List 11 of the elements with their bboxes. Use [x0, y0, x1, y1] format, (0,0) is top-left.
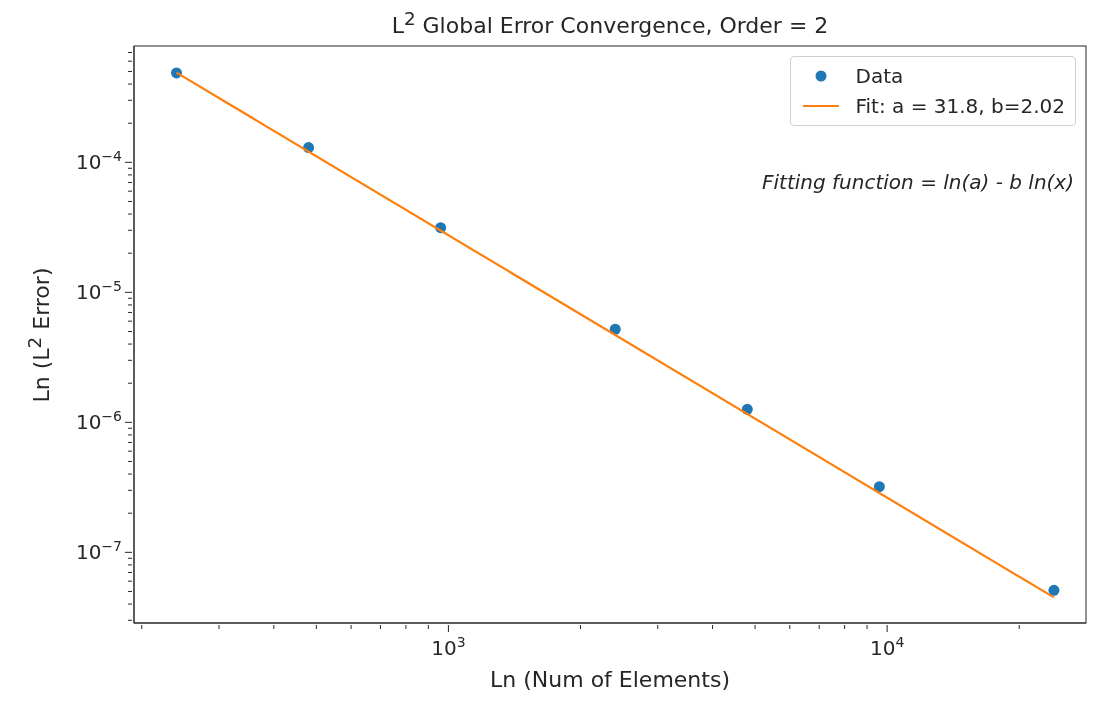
annotation: Fitting function = ln(a) - b ln(x): [762, 170, 1074, 194]
x-axis-title: Ln (Num of Elements): [489, 667, 731, 692]
chart-title: L$^{2}$ Global Error Convergence, Order = 2: [390, 8, 830, 39]
y-tick-label: 10$^{−6}$: [75, 408, 123, 435]
y-tick-label: 10$^{−7}$: [75, 538, 122, 565]
legend-label: Data: [855, 64, 904, 88]
x-tick-label: 10$^{3}$: [431, 634, 466, 660]
legend-label: Fit: a = 31.8, b=2.02: [855, 94, 1065, 118]
y-tick-label: 10$^{−5}$: [75, 278, 122, 305]
y-tick-label: 10$^{−4}$: [75, 148, 123, 175]
x-tick-label: 10$^{4}$: [869, 634, 905, 660]
